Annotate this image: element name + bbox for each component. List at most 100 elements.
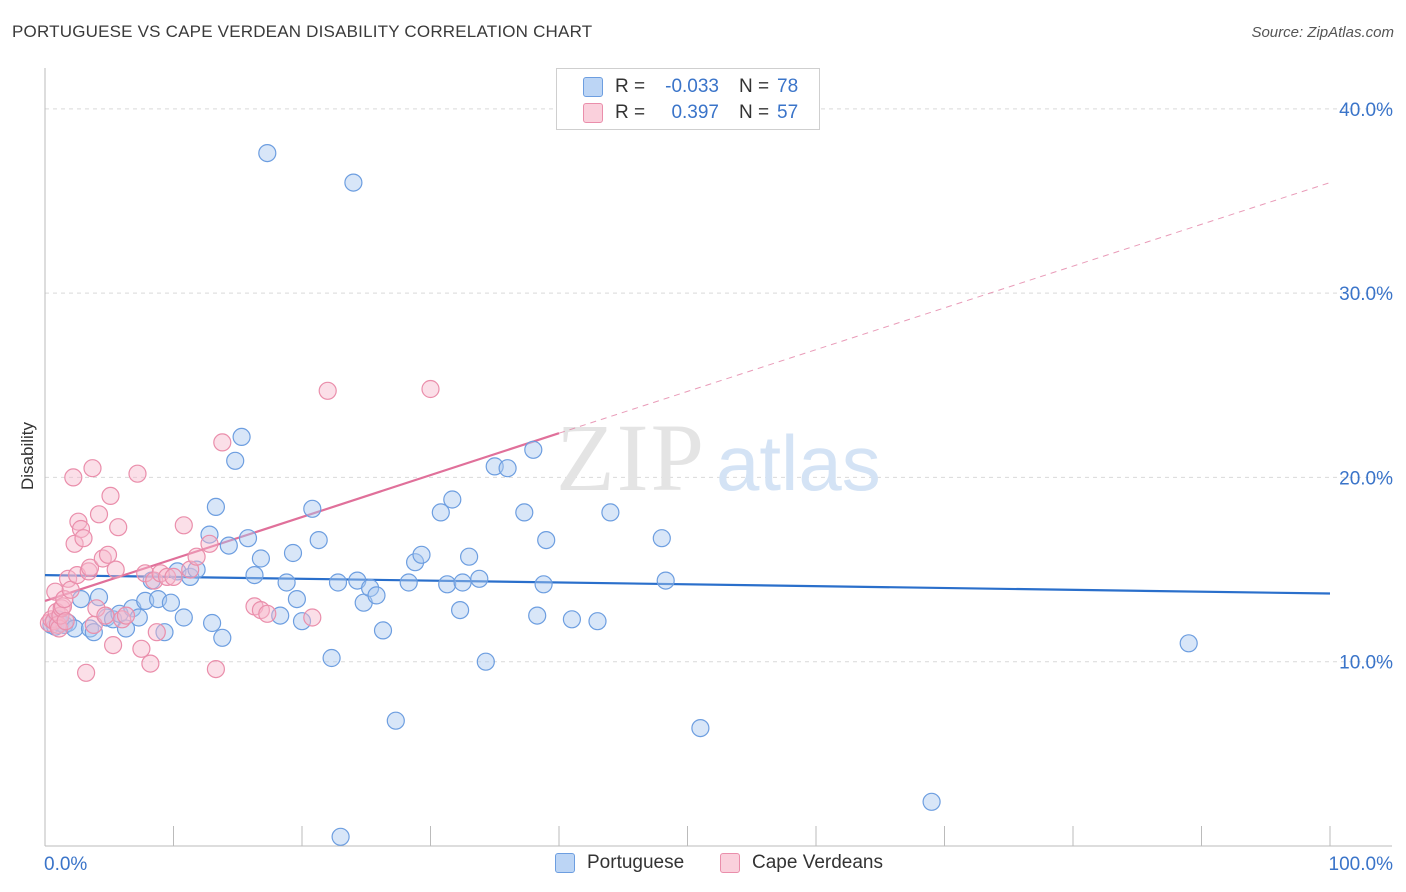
- cape-verdean-point: [83, 459, 102, 478]
- y-tick-label: 10.0%: [1339, 653, 1393, 674]
- cape-verdean-point: [101, 486, 120, 505]
- portuguese-point: [203, 613, 222, 633]
- legend-n-value: 78: [777, 76, 799, 97]
- legend-swatch-portuguese: [555, 853, 575, 873]
- portuguese-point: [322, 648, 341, 668]
- legend-item-cape-verdeans[interactable]: Cape Verdeans: [720, 852, 883, 874]
- portuguese-point: [537, 530, 556, 550]
- cape-verdean-point: [98, 545, 118, 564]
- cape-verdean-point: [213, 433, 232, 452]
- series-legend: Portuguese Cape Verdeans: [0, 852, 1406, 878]
- portuguese-point: [470, 569, 489, 588]
- portuguese-point: [344, 173, 363, 192]
- cape-verdean-point: [53, 597, 73, 616]
- portuguese-point: [562, 610, 582, 629]
- portuguese-point: [292, 612, 312, 631]
- portuguese-point: [232, 427, 251, 446]
- portuguese-point: [309, 530, 328, 550]
- cape-verdean-point: [89, 505, 109, 524]
- portuguese-point: [451, 600, 470, 620]
- cape-verdean-point: [200, 534, 219, 553]
- cape-verdean-point: [318, 381, 337, 400]
- legend-r-value: 0.397: [671, 102, 719, 123]
- cape-verdean-point: [116, 606, 136, 625]
- tick-labels: 10.0% 20.0% 30.0% 40.0% 0.0% 100.0%: [44, 100, 1393, 875]
- cape-verdean-point: [109, 518, 128, 537]
- cape-verdean-point: [128, 464, 147, 483]
- legend-swatch-portuguese: [583, 77, 603, 97]
- portuguese-point: [219, 536, 238, 555]
- cape-verdean-point: [80, 558, 100, 577]
- portuguese-point: [287, 589, 306, 609]
- portuguese-point: [588, 612, 607, 631]
- portuguese-point: [406, 553, 425, 572]
- portuguese-point: [691, 718, 710, 738]
- portuguese-point: [373, 621, 393, 640]
- portuguese-point: [200, 525, 219, 544]
- portuguese-point: [601, 503, 620, 522]
- legend-r-label: R =: [615, 102, 646, 123]
- legend-label-cape-verdeans: Cape Verdeans: [752, 852, 883, 873]
- portuguese-point: [328, 573, 348, 592]
- cape-verdean-point: [76, 663, 96, 682]
- cape-verdean-point: [206, 659, 225, 679]
- zipatlas-watermark: ZIP atlas: [556, 404, 881, 511]
- portuguese-point: [361, 578, 380, 598]
- portuguese-point: [155, 623, 174, 642]
- legend-row-cape-verdeans: R = 0.397 N = 57: [583, 100, 798, 126]
- cape-verdean-point: [106, 560, 125, 579]
- watermark-atlas: atlas: [716, 419, 881, 507]
- cape-verdean-trend-extension: [558, 182, 1331, 434]
- portuguese-point: [89, 588, 109, 607]
- portuguese-point: [238, 529, 258, 548]
- trend-lines: [44, 182, 1331, 602]
- portuguese-point: [213, 628, 232, 647]
- portuguese-point: [443, 490, 462, 509]
- portuguese-point: [283, 543, 303, 563]
- legend-n-label: N =: [739, 76, 770, 97]
- legend-row-portuguese: R = -0.033 N = 78: [583, 74, 798, 100]
- cape-verdean-point: [96, 606, 115, 625]
- legend-swatch-cape-verdeans: [583, 103, 603, 123]
- cape-verdean-trend-line: [44, 432, 560, 602]
- cape-verdean-point: [147, 623, 166, 642]
- portuguese-point: [187, 560, 206, 579]
- legend-n-value: 57: [777, 102, 799, 123]
- portuguese-point: [528, 606, 547, 625]
- cape-verdean-point: [141, 654, 160, 673]
- portuguese-point: [460, 547, 479, 566]
- cape-verdean-point: [49, 619, 69, 638]
- portuguese-point: [161, 593, 180, 612]
- y-tick-label: 20.0%: [1339, 468, 1393, 489]
- cape-verdean-point: [55, 589, 74, 609]
- cape-verdean-point: [174, 516, 193, 535]
- portuguese-point: [251, 549, 270, 568]
- portuguese-point: [922, 792, 941, 811]
- portuguese-point: [277, 573, 296, 592]
- grid-lines: [45, 108, 1392, 663]
- legend-label-portuguese: Portuguese: [587, 852, 685, 873]
- portuguese-point: [303, 499, 322, 518]
- correlation-legend: R = -0.033 N = 78 R = 0.397 N = 57: [556, 68, 820, 130]
- portuguese-point: [386, 711, 405, 730]
- legend-item-portuguese[interactable]: Portuguese: [555, 852, 684, 874]
- portuguese-point: [367, 586, 386, 605]
- axes: [44, 68, 1392, 847]
- portuguese-point: [524, 440, 543, 459]
- portuguese-point: [116, 619, 136, 638]
- cape-verdean-point: [132, 639, 151, 658]
- cape-verdean-point: [187, 547, 206, 566]
- x-tick-label: 100.0%: [1329, 854, 1394, 875]
- cape-verdean-point: [164, 567, 183, 587]
- portuguese-point: [431, 503, 450, 522]
- legend-r-value: -0.033: [665, 76, 719, 97]
- data-points: [39, 144, 1198, 846]
- y-tick-label: 30.0%: [1339, 284, 1393, 305]
- portuguese-point: [226, 451, 245, 470]
- legend-swatch-cape-verdeans: [720, 853, 740, 873]
- portuguese-trend-line: [44, 574, 1331, 595]
- portuguese-point: [438, 575, 457, 594]
- portuguese-point: [656, 571, 675, 590]
- portuguese-point: [412, 545, 431, 564]
